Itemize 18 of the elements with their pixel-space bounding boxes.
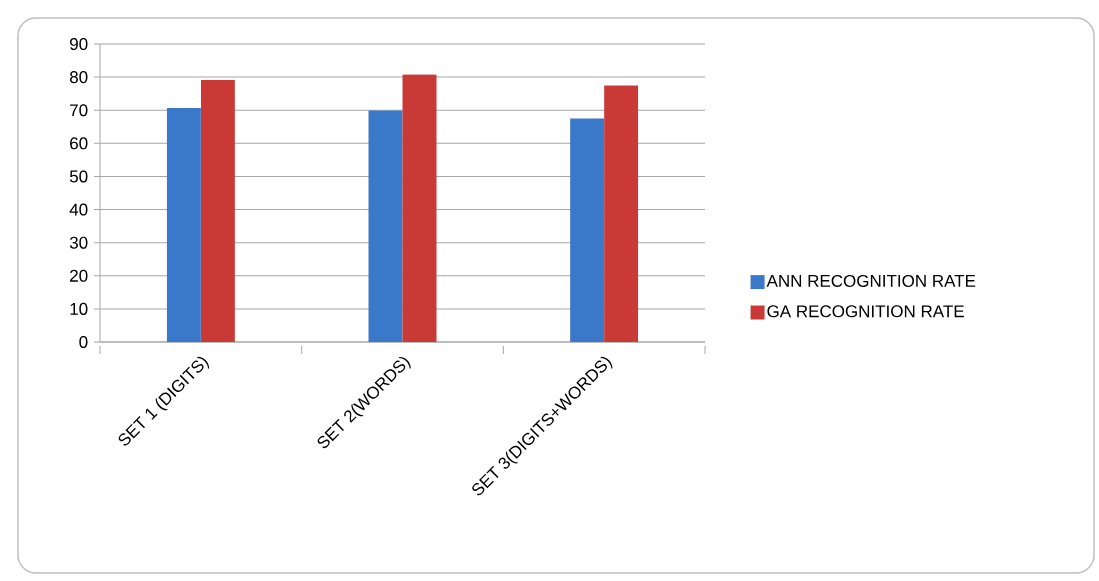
legend-label: ANN RECOGNITION RATE — [766, 274, 976, 287]
y-tick-label: 50 — [69, 170, 88, 183]
bar — [604, 85, 639, 342]
bar — [570, 118, 605, 342]
bar — [368, 110, 403, 342]
y-tick-label: 20 — [70, 269, 88, 282]
y-tick-label: 40 — [69, 203, 88, 216]
y-tick-label: 80 — [69, 71, 88, 84]
bar — [402, 74, 437, 342]
y-tick-label: 90 — [70, 37, 88, 51]
bar — [166, 107, 201, 342]
y-tick-label: 60 — [70, 137, 88, 150]
y-tick-label: 0 — [79, 335, 88, 349]
y-tick-label: 10 — [70, 302, 88, 315]
y-tick-label: 30 — [69, 236, 88, 249]
y-tick-label: 70 — [70, 104, 88, 117]
legend-label: GA RECOGNITION RATE — [767, 305, 964, 318]
bar — [200, 80, 235, 342]
